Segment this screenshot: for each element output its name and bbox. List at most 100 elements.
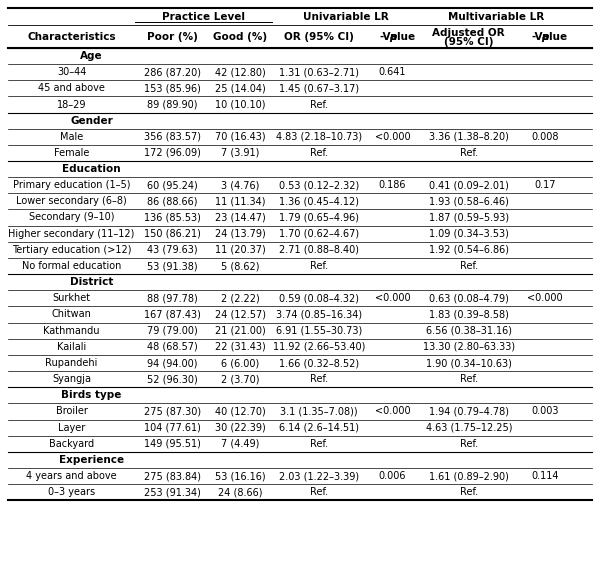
Text: 23 (14.47): 23 (14.47) [215,213,266,223]
Text: <0.000: <0.000 [375,132,410,142]
Text: 79 (79.00): 79 (79.00) [147,326,197,335]
Text: 1.36 (0.45–4.12): 1.36 (0.45–4.12) [278,196,359,206]
Text: 60 (95.24): 60 (95.24) [147,180,197,190]
Text: Female: Female [54,148,89,158]
Text: No formal education: No formal education [22,261,121,271]
Text: 13.30 (2.80–63.33): 13.30 (2.80–63.33) [423,342,515,352]
Text: Ref.: Ref. [460,439,478,449]
Text: Age: Age [80,51,103,61]
Text: 1.09 (0.34–3.53): 1.09 (0.34–3.53) [429,229,509,238]
Text: District: District [70,277,113,287]
Text: 0.008: 0.008 [531,132,559,142]
Text: 3.1 (1.35–7.08)): 3.1 (1.35–7.08)) [280,407,358,416]
Text: 253 (91.34): 253 (91.34) [143,488,200,497]
Text: <0.000: <0.000 [375,293,410,304]
Text: 1.92 (0.54–6.86): 1.92 (0.54–6.86) [429,245,509,255]
Text: Lower secondary (6–8): Lower secondary (6–8) [16,196,127,206]
Text: 104 (77.61): 104 (77.61) [143,422,200,433]
Text: Backyard: Backyard [49,439,94,449]
Text: Secondary (9–10): Secondary (9–10) [29,213,115,223]
Text: Ref.: Ref. [460,261,478,271]
Text: 6.14 (2.6–14.51): 6.14 (2.6–14.51) [278,422,359,433]
Text: 24 (12.57): 24 (12.57) [215,310,266,320]
Text: 3 (4.76): 3 (4.76) [221,180,260,190]
Text: 0.641: 0.641 [379,67,406,77]
Text: Ref.: Ref. [310,261,328,271]
Text: Gender: Gender [70,116,113,126]
Text: 286 (87.20): 286 (87.20) [143,67,200,77]
Text: 0.63 (0.08–4.79): 0.63 (0.08–4.79) [429,293,509,304]
Text: 0.003: 0.003 [531,407,559,416]
Text: Primary education (1–5): Primary education (1–5) [13,180,130,190]
Text: 30 (22.39): 30 (22.39) [215,422,266,433]
Text: 0.41 (0.09–2.01): 0.41 (0.09–2.01) [429,180,509,190]
Text: 6.56 (0.38–31.16): 6.56 (0.38–31.16) [426,326,512,335]
Text: 1.79 (0.65–4.96): 1.79 (0.65–4.96) [278,213,359,223]
Text: 86 (88.66): 86 (88.66) [147,196,197,206]
Text: 0.114: 0.114 [531,471,559,481]
Text: 89 (89.90): 89 (89.90) [147,99,197,109]
Text: Layer: Layer [58,422,85,433]
Text: Male: Male [60,132,83,142]
Text: 0.186: 0.186 [379,180,406,190]
Text: Univariable LR: Univariable LR [303,11,389,21]
Text: 0.59 (0.08–4.32): 0.59 (0.08–4.32) [278,293,359,304]
Text: 0.17: 0.17 [534,180,556,190]
Text: Higher secondary (11–12): Higher secondary (11–12) [8,229,135,238]
Text: Ref.: Ref. [310,439,328,449]
Text: Poor (%): Poor (%) [146,31,197,42]
Text: Ref.: Ref. [310,99,328,109]
Text: 150 (86.21): 150 (86.21) [143,229,200,238]
Text: Rupandehi: Rupandehi [46,358,98,368]
Text: 42 (12.80): 42 (12.80) [215,67,266,77]
Text: 1.87 (0.59–5.93): 1.87 (0.59–5.93) [429,213,509,223]
Text: 88 (97.78): 88 (97.78) [147,293,197,304]
Text: 2.71 (0.88–8.40): 2.71 (0.88–8.40) [278,245,359,255]
Text: Kailali: Kailali [57,342,86,352]
Text: Good (%): Good (%) [214,31,268,42]
Text: Multivariable LR: Multivariable LR [448,11,544,21]
Text: 153 (85.96): 153 (85.96) [143,83,200,93]
Text: 11 (20.37): 11 (20.37) [215,245,266,255]
Text: Surkhet: Surkhet [53,293,91,304]
Text: 7 (4.49): 7 (4.49) [221,439,260,449]
Text: Broiler: Broiler [56,407,88,416]
Text: 1.61 (0.89–2.90): 1.61 (0.89–2.90) [429,471,509,481]
Text: 53 (16.16): 53 (16.16) [215,471,266,481]
Text: 53 (91.38): 53 (91.38) [147,261,197,271]
Text: p: p [389,31,396,42]
Text: 1.90 (0.34–10.63): 1.90 (0.34–10.63) [426,358,512,368]
Text: 0.53 (0.12–2.32): 0.53 (0.12–2.32) [278,180,359,190]
Text: 40 (12.70): 40 (12.70) [215,407,266,416]
Text: 21 (21.00): 21 (21.00) [215,326,266,335]
Text: 149 (95.51): 149 (95.51) [143,439,200,449]
Text: 1.70 (0.62–4.67): 1.70 (0.62–4.67) [278,229,359,238]
Text: 172 (96.09): 172 (96.09) [143,148,200,158]
Text: 275 (83.84): 275 (83.84) [143,471,200,481]
Text: Ref.: Ref. [460,374,478,384]
Text: Education: Education [62,164,121,174]
Text: 275 (87.30): 275 (87.30) [143,407,200,416]
Text: 30–44: 30–44 [57,67,86,77]
Text: 7 (3.91): 7 (3.91) [221,148,260,158]
Text: 18–29: 18–29 [57,99,86,109]
Text: Ref.: Ref. [460,148,478,158]
Text: Adjusted OR: Adjusted OR [433,27,505,38]
Text: 24 (13.79): 24 (13.79) [215,229,266,238]
Text: 25 (14.04): 25 (14.04) [215,83,266,93]
Text: -Value: -Value [532,31,568,42]
Text: 6 (6.00): 6 (6.00) [221,358,260,368]
Text: 11 (11.34): 11 (11.34) [215,196,266,206]
Text: Birds type: Birds type [61,390,122,401]
Text: 136 (85.53): 136 (85.53) [143,213,200,223]
Text: OR (95% CI): OR (95% CI) [284,31,353,42]
Text: Ref.: Ref. [310,488,328,497]
Text: 22 (31.43): 22 (31.43) [215,342,266,352]
Text: 24 (8.66): 24 (8.66) [218,488,263,497]
Text: 1.31 (0.63–2.71): 1.31 (0.63–2.71) [278,67,359,77]
Text: 52 (96.30): 52 (96.30) [147,374,197,384]
Text: 356 (83.57): 356 (83.57) [143,132,200,142]
Text: 2 (2.22): 2 (2.22) [221,293,260,304]
Text: 167 (87.43): 167 (87.43) [143,310,200,320]
Text: Ref.: Ref. [310,148,328,158]
